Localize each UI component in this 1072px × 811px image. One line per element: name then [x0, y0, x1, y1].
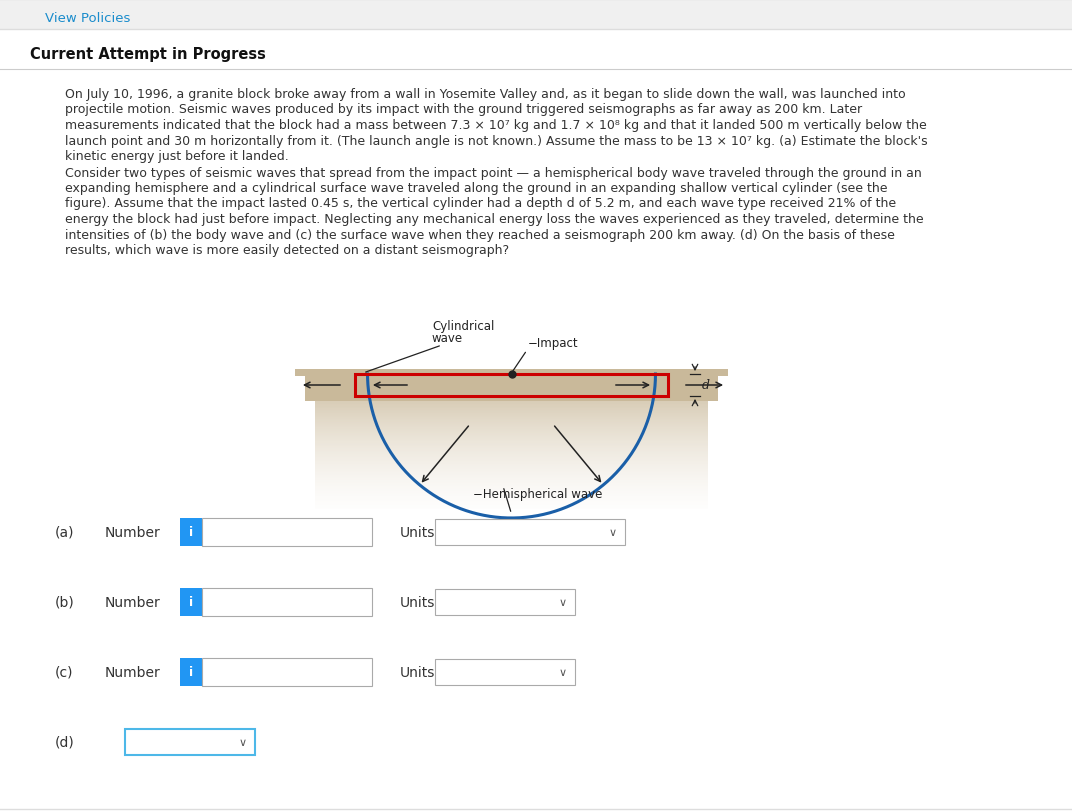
Text: (a): (a) [55, 526, 74, 539]
Text: intensities of (b) the body wave and (c) the surface wave when they reached a se: intensities of (b) the body wave and (c)… [65, 228, 895, 241]
Text: (d): (d) [55, 735, 75, 749]
Text: measurements indicated that the block had a mass between 7.3 × 10⁷ kg and 1.7 × : measurements indicated that the block ha… [65, 119, 927, 132]
Bar [202, 518, 372, 547]
Bar [202, 588, 372, 616]
Text: On July 10, 1996, a granite block broke away from a wall in Yosemite Valley and,: On July 10, 1996, a granite block broke … [65, 88, 906, 101]
Text: Cylindrical: Cylindrical [432, 320, 494, 333]
Polygon shape [306, 375, 718, 401]
Bar [202, 659, 372, 686]
Text: d: d [702, 379, 710, 392]
Text: ∨: ∨ [239, 737, 247, 747]
Text: Units: Units [400, 595, 435, 609]
Bar [0, 0, 1072, 30]
Text: i: i [189, 596, 193, 609]
Text: ∨: ∨ [559, 597, 567, 607]
Bar [435, 590, 575, 616]
Text: Number: Number [105, 665, 161, 679]
Text: View Policies: View Policies [45, 11, 131, 24]
Text: ∨: ∨ [559, 667, 567, 677]
Bar [435, 659, 575, 685]
Text: ∨: ∨ [609, 527, 617, 538]
Text: −Impact: −Impact [528, 337, 579, 350]
Text: (b): (b) [55, 595, 75, 609]
Text: Number: Number [105, 595, 161, 609]
Text: Current Attempt in Progress: Current Attempt in Progress [30, 47, 266, 62]
Text: (c): (c) [55, 665, 74, 679]
Text: −Hemispherical wave: −Hemispherical wave [473, 487, 602, 500]
Text: i: i [189, 666, 193, 679]
Bar [180, 518, 202, 547]
Bar [435, 519, 625, 545]
Text: wave: wave [432, 332, 463, 345]
Bar [180, 659, 202, 686]
Text: Units: Units [400, 665, 435, 679]
Text: Consider two types of seismic waves that spread from the impact point — a hemisp: Consider two types of seismic waves that… [65, 166, 922, 179]
Bar [355, 375, 668, 397]
Text: launch point and 30 m horizontally from it. (The launch angle is not known.) Ass: launch point and 30 m horizontally from … [65, 135, 927, 148]
Text: figure). Assume that the impact lasted 0.45 s, the vertical cylinder had a depth: figure). Assume that the impact lasted 0… [65, 197, 896, 210]
Text: kinetic energy just before it landed.: kinetic energy just before it landed. [65, 150, 288, 163]
Bar [125, 729, 255, 755]
Bar [180, 588, 202, 616]
Text: results, which wave is more easily detected on a distant seismograph?: results, which wave is more easily detec… [65, 243, 509, 257]
Text: expanding hemisphere and a cylindrical surface wave traveled along the ground in: expanding hemisphere and a cylindrical s… [65, 182, 888, 195]
Text: Number: Number [105, 526, 161, 539]
Text: Units: Units [400, 526, 435, 539]
Text: projectile motion. Seismic waves produced by its impact with the ground triggere: projectile motion. Seismic waves produce… [65, 103, 862, 116]
Text: i: i [189, 526, 193, 539]
Polygon shape [295, 370, 728, 376]
Text: energy the block had just before impact. Neglecting any mechanical energy loss t: energy the block had just before impact.… [65, 212, 924, 225]
